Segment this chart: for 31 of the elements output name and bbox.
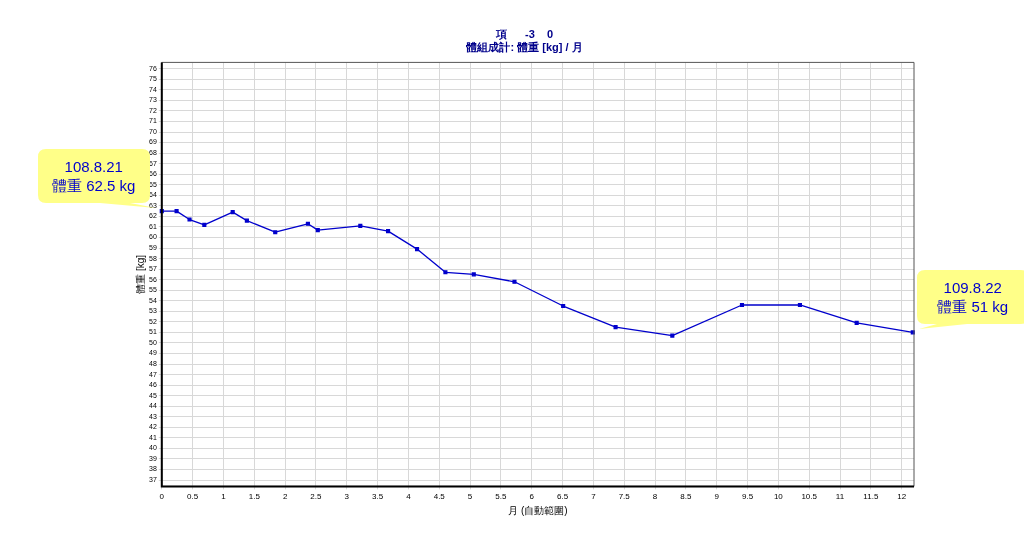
x-tick-label: 9.5 — [741, 492, 754, 502]
chart-title: 項 -3 0 — [494, 27, 554, 41]
x-tick-label: 2 — [282, 492, 288, 502]
x-tick-label: 2.5 — [310, 492, 323, 502]
x-tick-label: 7 — [591, 492, 597, 502]
x-tick-label: 0.5 — [187, 492, 199, 502]
x-tick-label: 0 — [159, 492, 165, 502]
x-tick-label: 8.5 — [680, 492, 692, 502]
chart-subtitle: 體組成計: 體重 [kg] / 月 — [465, 40, 583, 53]
x-tick-label: 3.5 — [372, 492, 384, 502]
x-tick-label: 9 — [714, 492, 720, 502]
x-tick-label: 3 — [344, 492, 350, 502]
x-tick-label: 4 — [406, 492, 412, 502]
x-tick-label: 1.5 — [248, 492, 261, 502]
x-tick-label: 11 — [835, 492, 845, 502]
x-tick-label: 12 — [897, 492, 907, 502]
x-tick-label: 4.5 — [433, 492, 446, 502]
x-tick-label: 7.5 — [618, 492, 631, 502]
annotation: 109.8.22 體重 51 kg — [937, 278, 1009, 317]
x-tick-label: 10.5 — [801, 492, 818, 502]
x-axis-title: 月 (自動範圍) — [508, 504, 568, 516]
annotation: 108.8.21 體重 62.5 kg — [52, 157, 136, 196]
x-tick-label: 5.5 — [495, 492, 508, 502]
y-axis-title: 體重 [kg] — [134, 254, 146, 294]
x-tick-label: 6 — [529, 492, 535, 502]
x-tick-label: 5 — [467, 492, 473, 502]
x-tick-label: 1 — [221, 492, 227, 502]
x-tick-label: 6.5 — [556, 492, 569, 502]
x-tick-label: 11.5 — [863, 492, 879, 502]
x-tick-label: 8 — [652, 492, 658, 502]
x-tick-label: 10 — [773, 492, 784, 502]
